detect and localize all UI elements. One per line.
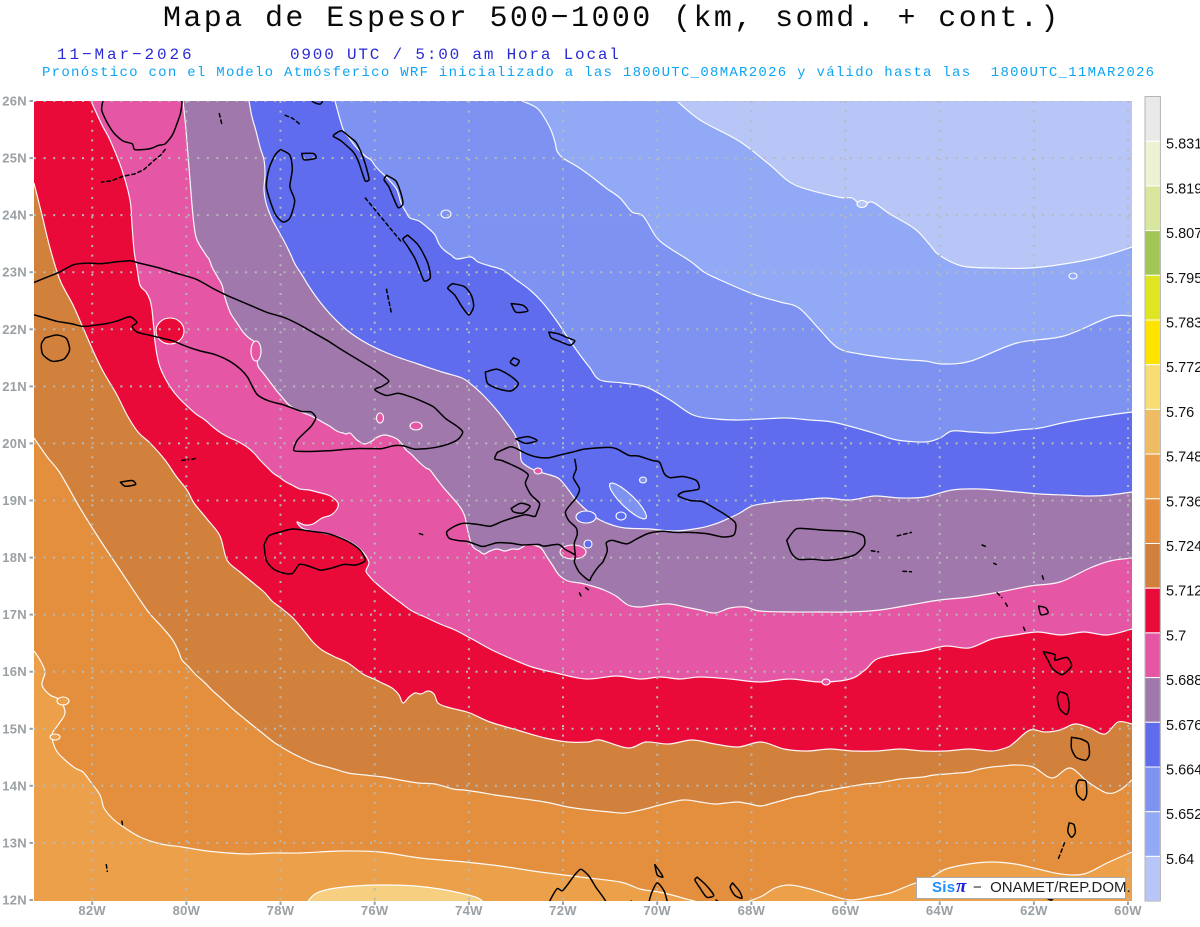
- svg-text:21N: 21N: [2, 379, 27, 394]
- svg-text:5.652: 5.652: [1166, 807, 1200, 823]
- svg-text:18N: 18N: [2, 550, 27, 565]
- svg-text:26N: 26N: [2, 94, 27, 109]
- svg-text:24N: 24N: [2, 208, 27, 223]
- svg-text:23N: 23N: [2, 265, 27, 280]
- svg-text:5.736: 5.736: [1166, 494, 1200, 510]
- svg-text:64W: 64W: [926, 903, 954, 918]
- svg-text:62W: 62W: [1020, 903, 1048, 918]
- svg-text:72W: 72W: [549, 903, 577, 918]
- svg-text:66W: 66W: [832, 903, 860, 918]
- svg-text:74W: 74W: [455, 903, 483, 918]
- svg-text:5.64: 5.64: [1166, 852, 1194, 868]
- svg-text:5.76: 5.76: [1166, 405, 1194, 421]
- svg-text:78W: 78W: [267, 903, 295, 918]
- svg-text:15N: 15N: [2, 721, 27, 736]
- svg-text:19N: 19N: [2, 493, 27, 508]
- svg-text:5.712: 5.712: [1166, 584, 1200, 600]
- svg-text:14N: 14N: [2, 778, 27, 793]
- svg-text:5.664: 5.664: [1166, 763, 1200, 779]
- svg-text:22N: 22N: [2, 322, 27, 337]
- svg-text:20N: 20N: [2, 436, 27, 451]
- svg-text:16N: 16N: [2, 664, 27, 679]
- svg-text:13N: 13N: [2, 835, 27, 850]
- svg-text:70W: 70W: [643, 903, 671, 918]
- svg-text:25N: 25N: [2, 151, 27, 166]
- svg-text:17N: 17N: [2, 607, 27, 622]
- svg-text:12N: 12N: [2, 893, 27, 908]
- svg-text:5.7: 5.7: [1166, 628, 1186, 644]
- svg-text:5.748: 5.748: [1166, 450, 1200, 466]
- svg-text:68W: 68W: [738, 903, 766, 918]
- svg-text:5.795: 5.795: [1166, 271, 1200, 287]
- svg-text:5.831: 5.831: [1166, 137, 1200, 153]
- svg-text:80W: 80W: [173, 903, 201, 918]
- svg-text:5.807: 5.807: [1166, 226, 1200, 242]
- svg-text:5.688: 5.688: [1166, 673, 1200, 689]
- svg-text:82W: 82W: [78, 903, 106, 918]
- svg-text:5.676: 5.676: [1166, 718, 1200, 734]
- svg-text:5.783: 5.783: [1166, 316, 1200, 332]
- svg-text:60W: 60W: [1114, 903, 1142, 918]
- svg-text:5.772: 5.772: [1166, 360, 1200, 376]
- svg-text:76W: 76W: [361, 903, 389, 918]
- svg-text:5.819: 5.819: [1166, 181, 1200, 197]
- svg-text:5.724: 5.724: [1166, 539, 1200, 555]
